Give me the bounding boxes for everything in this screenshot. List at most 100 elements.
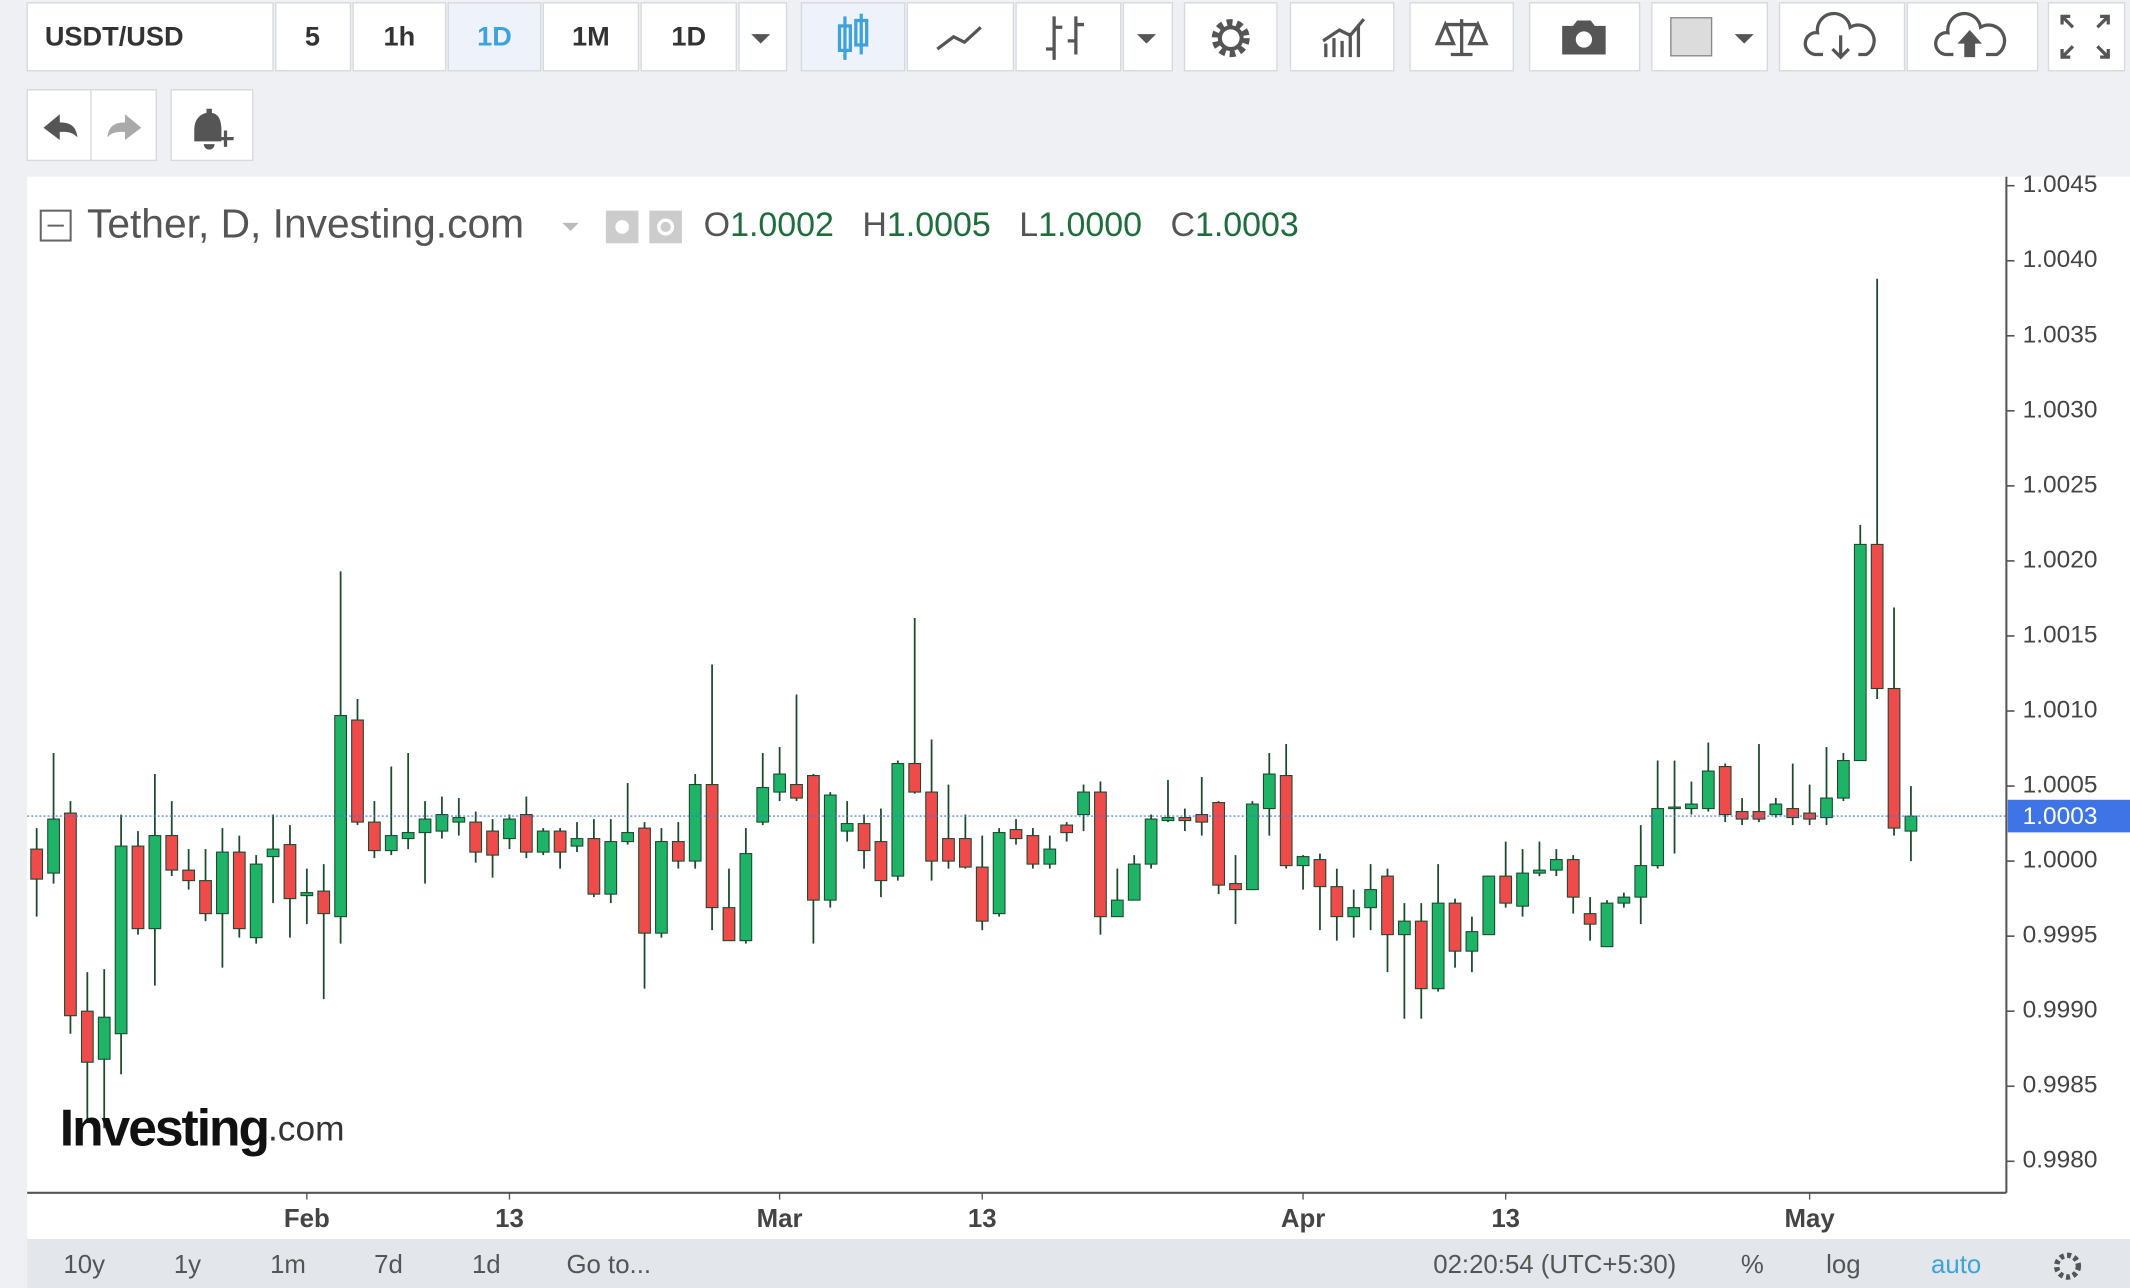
settings-btn[interactable] (1183, 2, 1278, 72)
gear-icon (657, 218, 675, 236)
candle-body-up (435, 814, 449, 832)
candle-body-up (300, 892, 314, 897)
candle-body-up (47, 818, 60, 874)
candle-body-up (266, 848, 280, 858)
clock: 02:20:54 (UTC+5:30) (1433, 1251, 1676, 1279)
candle-body-down (1752, 811, 1766, 820)
line-icon (936, 26, 982, 51)
candle-style-btn[interactable] (800, 2, 906, 72)
candle-body-down (1499, 875, 1513, 904)
candle-body-down (1414, 920, 1428, 990)
candle-body-up (418, 818, 432, 834)
y-tick-label: 1.0010 (2023, 696, 2098, 723)
bar-style-btn[interactable] (1015, 2, 1122, 72)
settings-icon[interactable] (2053, 1252, 2082, 1280)
readout-label: C (1170, 206, 1195, 244)
candle-body-down (1212, 802, 1226, 886)
candle-body-down (975, 866, 989, 922)
y-tick-label: 1.0000 (2023, 847, 2098, 874)
percent-btn[interactable]: % (1741, 1251, 1764, 1279)
range-btn[interactable]: 10y (63, 1251, 105, 1279)
auto-btn[interactable]: auto (1931, 1251, 1981, 1279)
candle-body-up (452, 817, 466, 823)
candle-body-down (182, 869, 196, 882)
y-tick-label: 0.9980 (2023, 1147, 2098, 1174)
candle-body-up (1820, 797, 1833, 819)
symbol-box[interactable] (26, 2, 274, 72)
candle-body-up (1701, 770, 1715, 810)
candle-body-up (1853, 543, 1867, 762)
candle-body-down (165, 835, 179, 871)
compare-icon (1434, 19, 1489, 57)
candle-body-up (840, 823, 854, 832)
y-tick-label: 1.0015 (2023, 621, 2098, 648)
candle-body-up (536, 830, 550, 853)
readout-value: 1.0005 (887, 206, 991, 244)
interval-btn[interactable] (275, 2, 352, 72)
y-tick-label: 1.0035 (2023, 321, 2098, 348)
candle-icon (837, 13, 869, 60)
candle-body-down (925, 791, 938, 862)
candle-body-down (1313, 859, 1327, 888)
line-style-btn[interactable] (906, 2, 1015, 72)
redo-icon[interactable] (107, 114, 142, 141)
x-tick-label: 13 (968, 1205, 997, 1233)
settings-btn[interactable] (649, 210, 682, 244)
eye-icon (615, 220, 629, 234)
candle-body-up (1364, 889, 1377, 909)
candle-body-down (958, 838, 972, 868)
range-btn[interactable]: 1y (174, 1251, 201, 1279)
candle-body-up (688, 784, 702, 862)
goto-btn[interactable]: Go to... (566, 1251, 651, 1279)
candle-body-down (1718, 766, 1732, 816)
watermark-suffix: .com (268, 1110, 345, 1149)
candle-body-up (114, 845, 128, 1035)
candle-body-up (401, 832, 415, 840)
plus-icon (217, 130, 234, 147)
candle-body-down (553, 830, 567, 853)
candle-body-down (351, 719, 364, 823)
interval: 1D (671, 20, 706, 51)
candle-body-up (1904, 815, 1918, 832)
candle-body-down (1566, 859, 1580, 898)
range-btn[interactable]: 7d (374, 1251, 403, 1279)
range-btn[interactable]: 1m (270, 1251, 306, 1279)
interval: 1M (572, 20, 610, 51)
candle-body-down (1381, 875, 1394, 936)
undo-icon[interactable] (43, 114, 78, 141)
cloud-down-icon (1803, 11, 1876, 60)
x-tick-label: 13 (495, 1205, 524, 1233)
candle-body-up (1296, 856, 1310, 867)
interval-btn[interactable] (542, 2, 640, 72)
chart-title: Tether, D, Investing.com (87, 201, 524, 247)
candle-body-down (1094, 791, 1107, 918)
candle-body-down (469, 821, 483, 853)
log-btn[interactable]: log (1826, 1251, 1860, 1279)
candle-body-up (1110, 899, 1124, 918)
candle-body-up (1127, 863, 1141, 901)
y-tick-label: 1.0025 (2023, 471, 2098, 498)
candle-body-up (1533, 869, 1546, 874)
x-tick-label: Feb (284, 1205, 330, 1233)
candle-body-down (64, 812, 77, 1017)
candle-body-up (1600, 902, 1614, 948)
interval: 5 (305, 20, 320, 51)
x-tick-label: 13 (1491, 1205, 1520, 1233)
chart-legend: Tether, D, Investing.com O1.0002 H1.0005… (39, 201, 1299, 247)
interval-btn[interactable] (640, 2, 737, 72)
range-btn[interactable]: 1d (472, 1251, 501, 1279)
fullscreen-btn[interactable] (2047, 2, 2126, 72)
candle-body-up (773, 773, 787, 793)
indicators-icon (1322, 18, 1366, 58)
indicators-btn[interactable] (1289, 2, 1395, 72)
chart-area (27, 176, 2130, 1239)
interval-btn[interactable] (352, 2, 447, 72)
candle-body-up (891, 763, 905, 877)
interval-btn-active[interactable] (447, 2, 542, 72)
arrow-up-icon (1957, 29, 1982, 58)
gear-icon (1211, 19, 1250, 58)
candle-body-up (604, 841, 618, 895)
candle-body-down (283, 844, 297, 900)
plot (30, 278, 1918, 1129)
